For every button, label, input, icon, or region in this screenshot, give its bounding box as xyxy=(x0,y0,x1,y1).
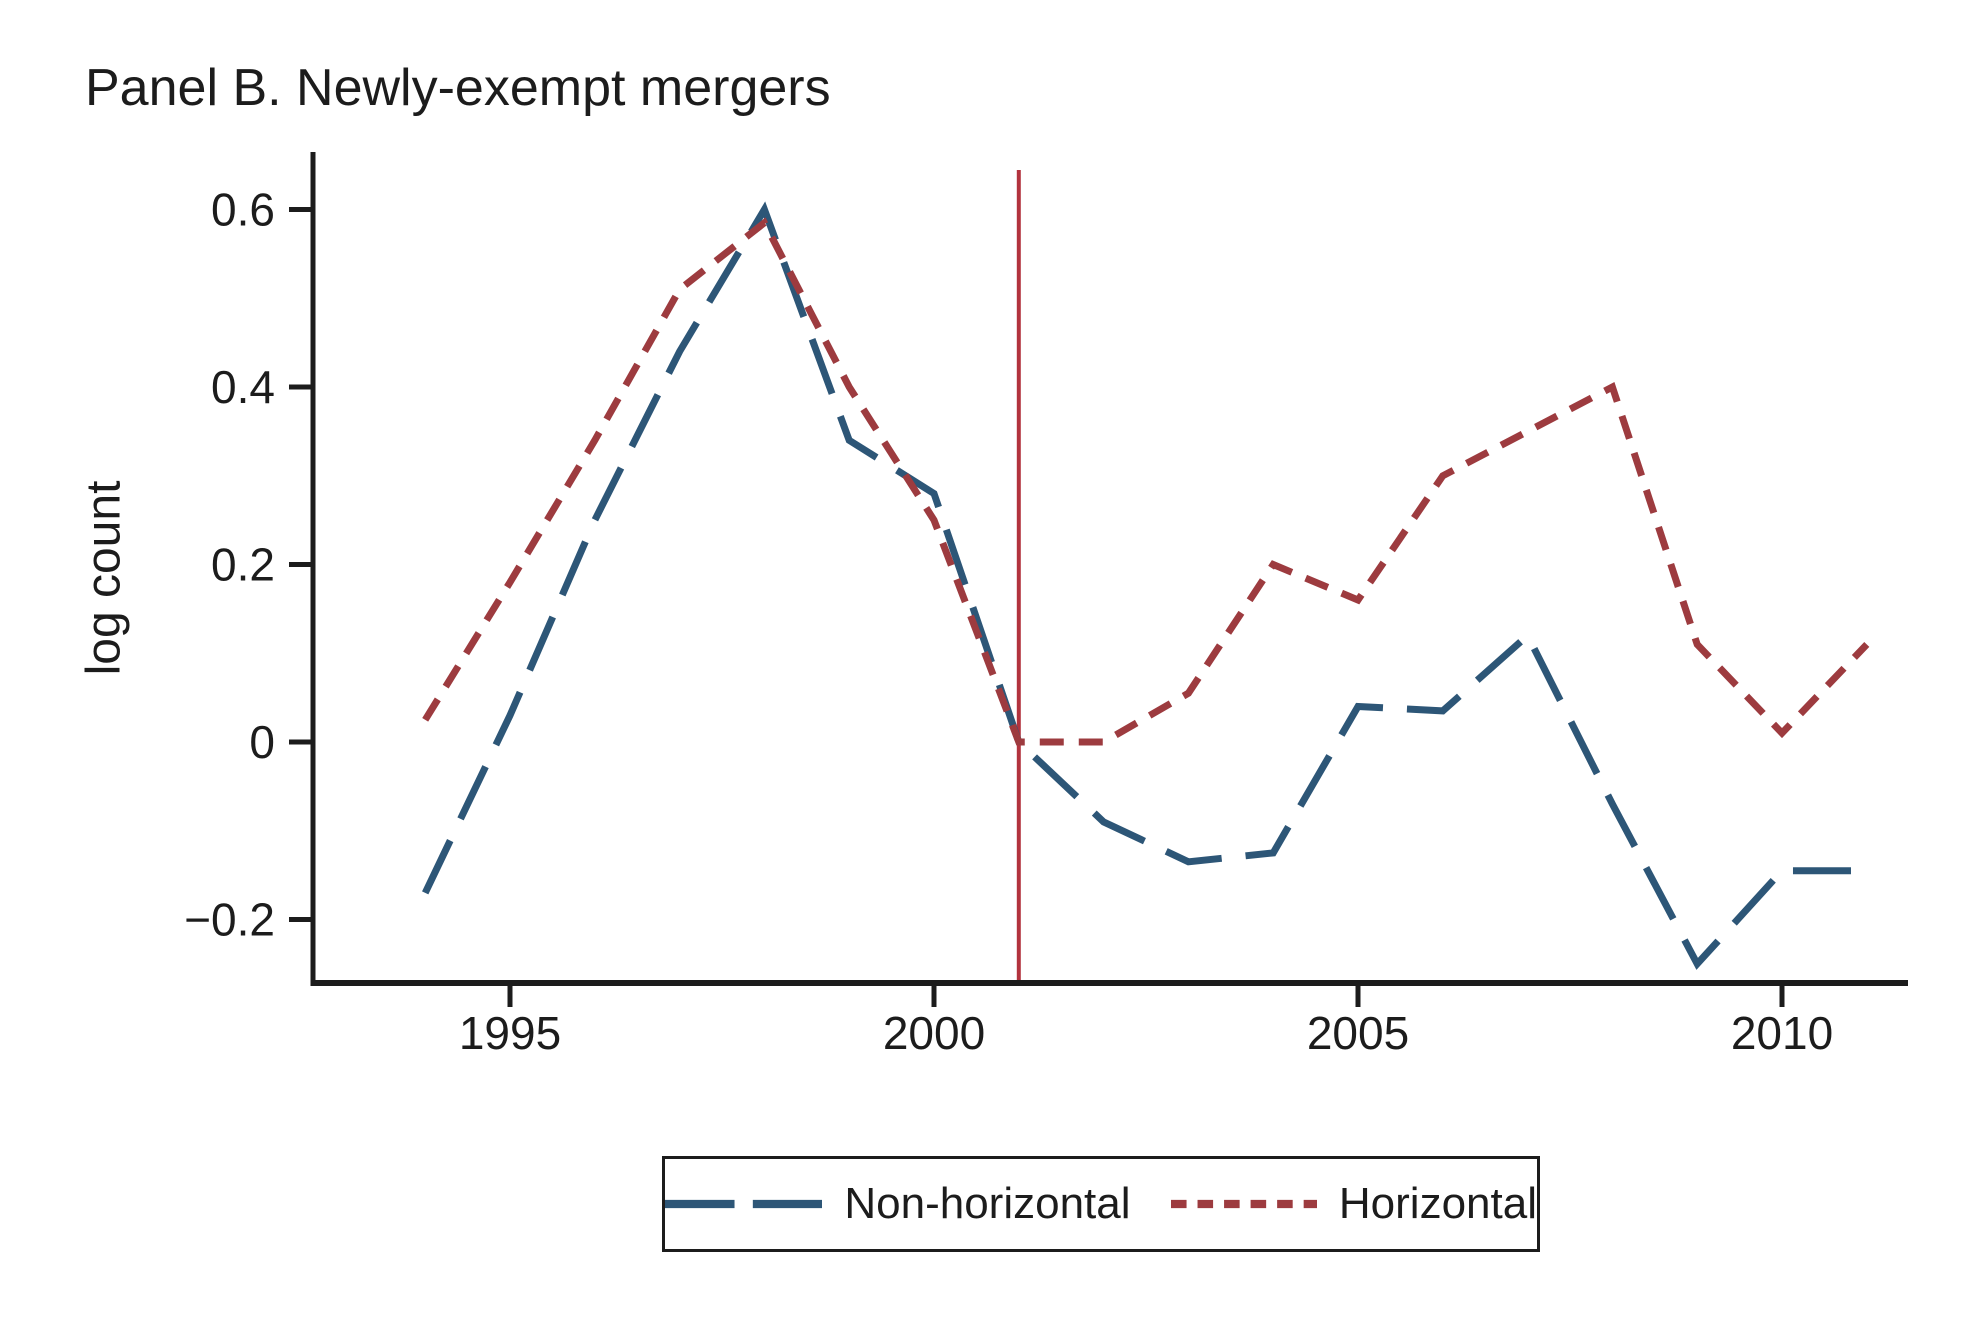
legend-sample-horizontal-dash xyxy=(1170,1199,1317,1209)
x-tick-label: 2005 xyxy=(1307,1007,1409,1059)
legend-sample-non-horizontal-dash xyxy=(665,1199,823,1209)
series-line-horizontal xyxy=(422,217,1870,746)
y-tick-label: 0.6 xyxy=(211,184,275,236)
x-tick-label: 1995 xyxy=(459,1007,561,1059)
x-tick-label: 2010 xyxy=(1731,1007,1833,1059)
y-tick-label: 0.2 xyxy=(211,539,275,591)
legend-label-non-horizontal: Non-horizontal xyxy=(844,1179,1131,1228)
y-tick-label: 0 xyxy=(249,716,275,768)
chart-title: Panel B. Newly-exempt mergers xyxy=(85,59,831,117)
legend: Non-horizontal Horizontal xyxy=(662,1156,1540,1252)
series-line-non-horizontal xyxy=(422,201,1867,970)
legend-label-horizontal: Horizontal xyxy=(1338,1179,1537,1228)
x-tick-label: 2000 xyxy=(883,1007,985,1059)
y-tick-label: 0.4 xyxy=(211,361,275,413)
y-tick-label: −0.2 xyxy=(184,894,275,946)
